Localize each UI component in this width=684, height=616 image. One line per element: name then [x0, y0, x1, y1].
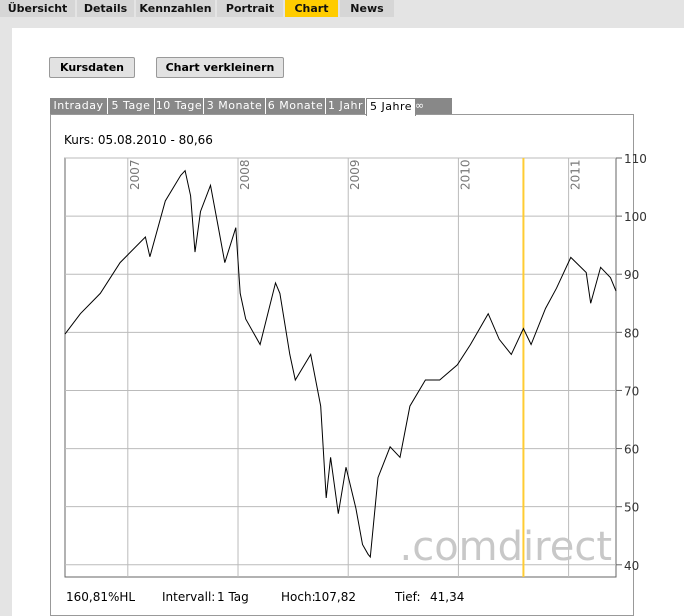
range-tab[interactable]: 5 Jahre	[366, 98, 416, 116]
x-tick-label: 2009	[348, 159, 362, 190]
y-tick-label: 80	[624, 326, 639, 340]
button[interactable]: Chart verkleinern	[156, 57, 284, 78]
x-tick-label: 2007	[128, 159, 142, 190]
nav-tab[interactable]: Kennzahlen	[136, 0, 215, 17]
price-line	[64, 169, 617, 559]
stat-text: Hoch:	[281, 590, 316, 604]
plot-area	[64, 157, 617, 578]
range-tab[interactable]: 3 Monate	[204, 98, 265, 114]
stat-text: 1 Tag	[217, 590, 249, 604]
stat-text: Intervall:	[162, 590, 215, 604]
range-tab[interactable]: Intraday	[50, 98, 107, 114]
range-tab[interactable]: ∞	[415, 98, 452, 114]
range-tab[interactable]: 1 Jahr	[326, 98, 365, 114]
y-tick-label: 110	[624, 152, 647, 166]
y-tick-label: 90	[624, 268, 639, 282]
stat-text: 107,82	[314, 590, 356, 604]
nav-tab[interactable]: Chart	[285, 0, 338, 17]
nav-tab[interactable]: Übersicht	[0, 0, 75, 17]
range-tab[interactable]: 10 Tage	[155, 98, 203, 114]
button[interactable]: Kursdaten	[49, 57, 135, 78]
stat-text: 160,81%HL	[66, 590, 135, 604]
nav-tab[interactable]: Details	[77, 0, 134, 17]
range-tab[interactable]: 6 Monate	[266, 98, 325, 114]
chart-frame	[50, 114, 634, 616]
stat-text: Tief:	[394, 590, 421, 604]
y-tick-label: 40	[624, 559, 639, 573]
x-tick-label: 2008	[238, 159, 252, 190]
y-tick-label: 100	[624, 210, 647, 224]
range-tab[interactable]: 5 Tage	[108, 98, 154, 114]
y-tick-label: 60	[624, 443, 639, 457]
chart-title: Kurs: 05.08.2010 - 80,66	[64, 133, 213, 147]
y-tick-label: 50	[624, 501, 639, 515]
y-tick-label: 70	[624, 384, 639, 398]
nav-tab[interactable]: News	[340, 0, 394, 17]
x-tick-label: 2010	[458, 159, 472, 190]
x-tick-label: 2011	[569, 159, 583, 190]
nav-tab[interactable]: Portrait	[217, 0, 283, 17]
stat-text: 41,34	[430, 590, 464, 604]
watermark: .comdirect	[400, 524, 613, 570]
